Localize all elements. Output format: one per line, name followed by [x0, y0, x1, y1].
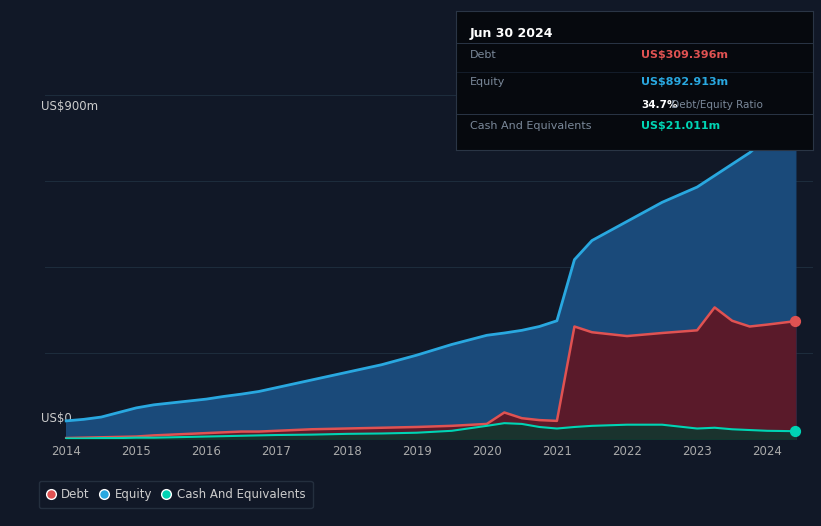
Text: US$309.396m: US$309.396m	[641, 49, 728, 59]
Text: Jun 30 2024: Jun 30 2024	[470, 27, 553, 41]
Text: US$892.913m: US$892.913m	[641, 77, 728, 87]
Text: 34.7%: 34.7%	[641, 100, 678, 110]
Text: US$21.011m: US$21.011m	[641, 120, 721, 130]
Point	[789, 427, 802, 436]
Text: Debt: Debt	[470, 49, 497, 59]
Text: US$900m: US$900m	[41, 100, 99, 113]
Point	[789, 94, 802, 102]
Point	[789, 317, 802, 326]
Text: Cash And Equivalents: Cash And Equivalents	[470, 120, 591, 130]
Text: Debt/Equity Ratio: Debt/Equity Ratio	[668, 100, 763, 110]
Text: US$0: US$0	[41, 412, 72, 424]
Legend: Debt, Equity, Cash And Equivalents: Debt, Equity, Cash And Equivalents	[39, 481, 313, 508]
Text: Equity: Equity	[470, 77, 505, 87]
